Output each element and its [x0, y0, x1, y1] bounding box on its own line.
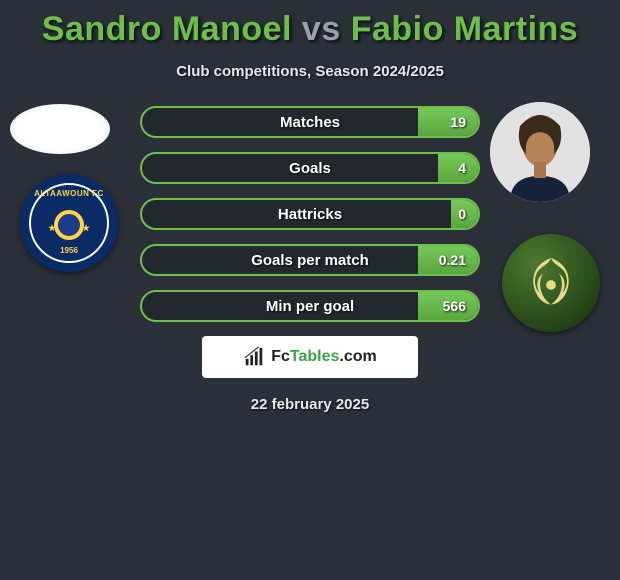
bar-label: Goals per match [142, 246, 478, 274]
bar-value-right: 0.21 [439, 246, 466, 274]
bar-label: Hattricks [142, 200, 478, 228]
stat-bar: Matches 19 [140, 106, 480, 138]
stat-bar: Goals per match 0.21 [140, 244, 480, 276]
brand-dotcom: .com [339, 348, 376, 365]
bar-value-right: 566 [443, 292, 466, 320]
crest-left-text: ALTAAWOUN FC [31, 189, 107, 198]
bar-chart-icon [243, 346, 265, 368]
bar-label: Goals [142, 154, 478, 182]
bar-value-right: 19 [450, 108, 466, 136]
subtitle: Club competitions, Season 2024/2025 [0, 63, 620, 80]
bar-value-right: 4 [458, 154, 466, 182]
player2-club-crest [502, 234, 600, 332]
player2-avatar [490, 102, 590, 202]
stat-bars: Matches 19 Goals 4 Hattricks 0 Goals per… [140, 104, 480, 322]
stat-bar: Hattricks 0 [140, 198, 480, 230]
crest-left-ball-icon [54, 210, 84, 240]
bar-label: Min per goal [142, 292, 478, 320]
player1-name: Sandro Manoel [42, 10, 292, 48]
bar-label: Matches [142, 108, 478, 136]
content-area: ALTAAWOUN FC 1956 Matches 19 Goals 4 [0, 104, 620, 413]
vs-separator: vs [302, 10, 341, 48]
brand-fc: Fc [271, 348, 290, 365]
player2-name: Fabio Martins [351, 10, 579, 48]
stat-bar: Goals 4 [140, 152, 480, 184]
bar-value-right: 0 [458, 200, 466, 228]
brand-tables: Tables [290, 348, 340, 365]
snapshot-date: 22 february 2025 [0, 396, 620, 413]
player1-club-crest: ALTAAWOUN FC 1956 [20, 174, 118, 272]
crest-left-year: 1956 [60, 246, 78, 255]
player1-avatar [10, 104, 110, 154]
comparison-title: Sandro Manoel vs Fabio Martins [0, 0, 620, 49]
brand-watermark: FcTables.com [202, 336, 418, 378]
stat-bar: Min per goal 566 [140, 290, 480, 322]
